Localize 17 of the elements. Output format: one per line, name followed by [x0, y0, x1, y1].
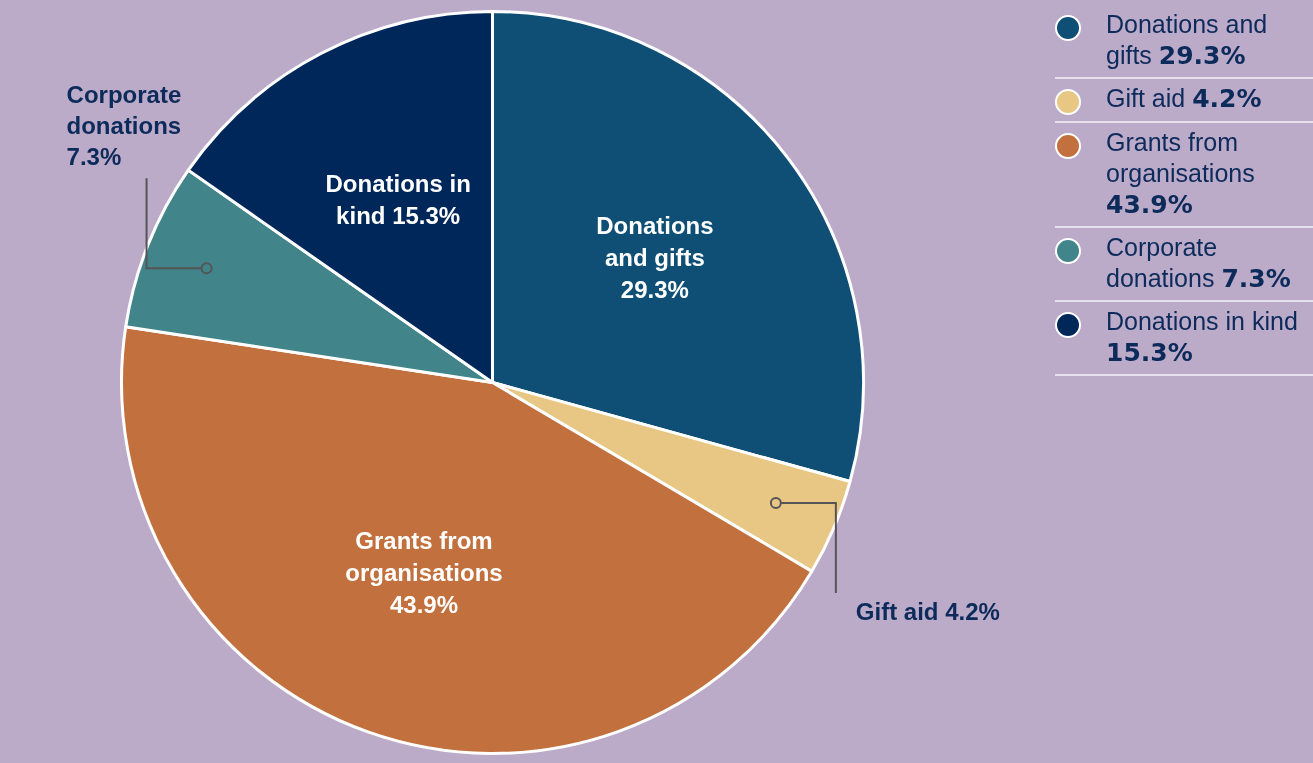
- category-label: Donations in kind 15.3%: [325, 170, 471, 230]
- legend-label: Corporate donations: [1106, 233, 1218, 292]
- legend-label: Grants from organisations: [1106, 128, 1255, 187]
- data-label: 4.2%: [1192, 84, 1262, 113]
- text: 43.9%: [1106, 190, 1193, 219]
- data-label: 43.9%: [389, 591, 459, 619]
- category-label: Gift aid 4.2%: [855, 597, 1000, 625]
- text: 7.3%: [1221, 264, 1291, 293]
- slice-label: Donations and gifts: [596, 211, 714, 271]
- slice-label: Corporate donations: [66, 80, 182, 139]
- slice-label: Grants from organisations: [345, 527, 503, 587]
- data-label: 29.3%: [620, 275, 689, 303]
- legend-label: Donations in kind: [1106, 307, 1298, 335]
- legend-label: Gift aid: [1106, 84, 1186, 112]
- text: 29.3%: [1158, 41, 1246, 70]
- data-label: 7.3%: [66, 142, 122, 170]
- data-label: 15.3%: [1106, 338, 1193, 367]
